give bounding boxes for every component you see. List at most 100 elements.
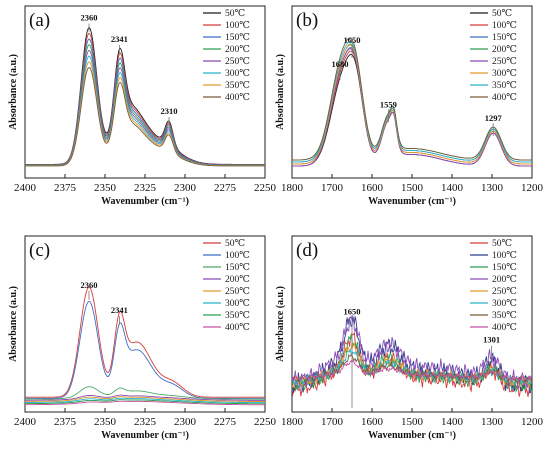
x-tick-label: 1600 bbox=[361, 416, 384, 428]
legend-entry: 50℃ bbox=[225, 9, 246, 19]
legend-entry: 200℃ bbox=[492, 45, 517, 55]
legend-entry: 350℃ bbox=[492, 311, 517, 321]
x-axis-label: Wavenumber (cm⁻¹) bbox=[368, 196, 456, 207]
legend-entry: 150℃ bbox=[225, 263, 250, 273]
legend-entry: 250℃ bbox=[492, 57, 517, 67]
series-line bbox=[25, 400, 265, 406]
legend-entry: 350℃ bbox=[225, 81, 250, 91]
legend-entry: 400℃ bbox=[225, 93, 250, 103]
panel-label: (a) bbox=[29, 10, 50, 31]
panel-label: (d) bbox=[296, 240, 318, 261]
x-axis-label: Wavenumber (cm⁻¹) bbox=[368, 430, 456, 441]
x-tick-label: 1700 bbox=[321, 182, 344, 194]
legend-entry: 350℃ bbox=[492, 81, 517, 91]
legend: 50℃ 100℃ 150℃ 200℃ 250℃ 300℃ 350℃ 400℃ bbox=[470, 9, 517, 103]
series-line bbox=[25, 386, 265, 400]
legend-entry: 100℃ bbox=[492, 251, 517, 261]
series-line bbox=[25, 66, 265, 167]
x-tick-label: 2375 bbox=[54, 182, 77, 194]
peak-annotation: 1559 bbox=[380, 99, 397, 109]
series-line bbox=[292, 37, 532, 161]
panel-label: (c) bbox=[29, 240, 50, 261]
legend-entry: 100℃ bbox=[225, 21, 250, 31]
peak-annotation: 2341 bbox=[111, 305, 128, 315]
peak-annotation: 1297 bbox=[485, 113, 503, 123]
x-tick-label: 1600 bbox=[361, 182, 384, 194]
x-tick-label: 2375 bbox=[54, 416, 77, 428]
x-tick-label: 1400 bbox=[441, 416, 464, 428]
x-tick-label: 2400 bbox=[14, 182, 37, 194]
legend-entry: 250℃ bbox=[492, 287, 517, 297]
series-line bbox=[25, 394, 265, 401]
series-line bbox=[292, 348, 532, 387]
legend: 50℃ 100℃ 150℃ 200℃ 250℃ 300℃ 350℃ 400℃ bbox=[203, 239, 250, 333]
series-line bbox=[292, 48, 532, 167]
legend-entry: 200℃ bbox=[225, 45, 250, 55]
x-tick-label: 1200 bbox=[521, 416, 544, 428]
series-line bbox=[25, 397, 265, 404]
x-tick-label: 2325 bbox=[134, 416, 157, 428]
legend-entry: 50℃ bbox=[225, 239, 246, 249]
y-axis-label: Absorbance (a.u.) bbox=[275, 54, 286, 130]
x-tick-label: 2275 bbox=[214, 416, 237, 428]
x-axis-label: Wavenumber (cm⁻¹) bbox=[101, 196, 189, 207]
legend-entry: 350℃ bbox=[225, 311, 250, 321]
x-tick-label: 1300 bbox=[481, 416, 504, 428]
legend-entry: 150℃ bbox=[492, 33, 517, 43]
legend-entry: 300℃ bbox=[225, 69, 250, 79]
legend-entry: 400℃ bbox=[225, 323, 250, 333]
x-tick-label: 2250 bbox=[254, 182, 277, 194]
legend-entry: 50℃ bbox=[492, 239, 513, 249]
legend-entry: 400℃ bbox=[492, 323, 517, 333]
peak-annotation: 2310 bbox=[161, 106, 178, 116]
legend-entry: 400℃ bbox=[492, 93, 517, 103]
panel-label: (b) bbox=[296, 10, 318, 31]
peak-annotation: 1301 bbox=[483, 335, 500, 345]
series-line bbox=[25, 286, 265, 398]
series-line bbox=[292, 359, 532, 383]
legend-entry: 300℃ bbox=[492, 299, 517, 309]
legend-entry: 250℃ bbox=[225, 57, 250, 67]
x-tick-label: 2300 bbox=[174, 182, 197, 194]
legend-entry: 250℃ bbox=[225, 287, 250, 297]
x-tick-label: 2300 bbox=[174, 416, 197, 428]
x-tick-label: 2275 bbox=[214, 182, 237, 194]
x-tick-label: 1800 bbox=[281, 416, 304, 428]
legend-entry: 300℃ bbox=[492, 69, 517, 79]
peak-annotation: 1650 bbox=[344, 35, 361, 45]
legend-entry: 150℃ bbox=[225, 33, 250, 43]
peak-annotation: 2360 bbox=[81, 13, 98, 23]
peak-annotation: 1680 bbox=[332, 59, 349, 69]
x-tick-label: 1800 bbox=[281, 182, 304, 194]
legend-entry: 50℃ bbox=[492, 9, 513, 19]
series-line bbox=[292, 44, 532, 165]
plot-frame bbox=[24, 5, 266, 179]
legend: 50℃ 100℃ 150℃ 200℃ 250℃ 300℃ 350℃ 400℃ bbox=[470, 239, 517, 333]
legend-entry: 100℃ bbox=[492, 21, 517, 31]
x-tick-label: 2250 bbox=[254, 416, 277, 428]
x-tick-label: 1200 bbox=[521, 182, 544, 194]
x-tick-label: 2350 bbox=[94, 182, 117, 194]
panel-b: 1800 1700 1600 1500 1400 1300 1200 Wavenumber (… bbox=[275, 5, 544, 207]
series-line bbox=[292, 41, 532, 163]
legend-entry: 200℃ bbox=[225, 275, 250, 285]
panel-d: 1800 1700 1600 1500 1400 1300 1200 Wavenumber (… bbox=[275, 235, 544, 441]
legend-entry: 100℃ bbox=[225, 251, 250, 261]
peak-annotation: 1650 bbox=[344, 306, 361, 316]
x-tick-label: 2350 bbox=[94, 416, 117, 428]
y-axis-label: Absorbance (a.u.) bbox=[275, 286, 286, 362]
series-line bbox=[25, 396, 265, 402]
panel-a: 2400 2375 2350 2325 2300 2275 2250 Wavenumber (… bbox=[8, 5, 277, 207]
x-tick-label: 1400 bbox=[441, 182, 464, 194]
y-axis-label: Absorbance (a.u.) bbox=[8, 54, 19, 130]
peak-annotation: 2360 bbox=[81, 280, 98, 290]
y-axis-label: Absorbance (a.u.) bbox=[8, 286, 19, 362]
x-tick-label: 1500 bbox=[401, 416, 424, 428]
legend: 50℃ 100℃ 150℃ 200℃ 250℃ 300℃ 350℃ 400℃ bbox=[203, 9, 250, 103]
x-tick-label: 1700 bbox=[321, 416, 344, 428]
panel-c: 2400 2375 2350 2325 2300 2275 2250 Wavenumber (… bbox=[8, 235, 277, 441]
series-line bbox=[25, 399, 265, 405]
peak-annotation: 2341 bbox=[111, 34, 128, 44]
legend-entry: 200℃ bbox=[492, 275, 517, 285]
